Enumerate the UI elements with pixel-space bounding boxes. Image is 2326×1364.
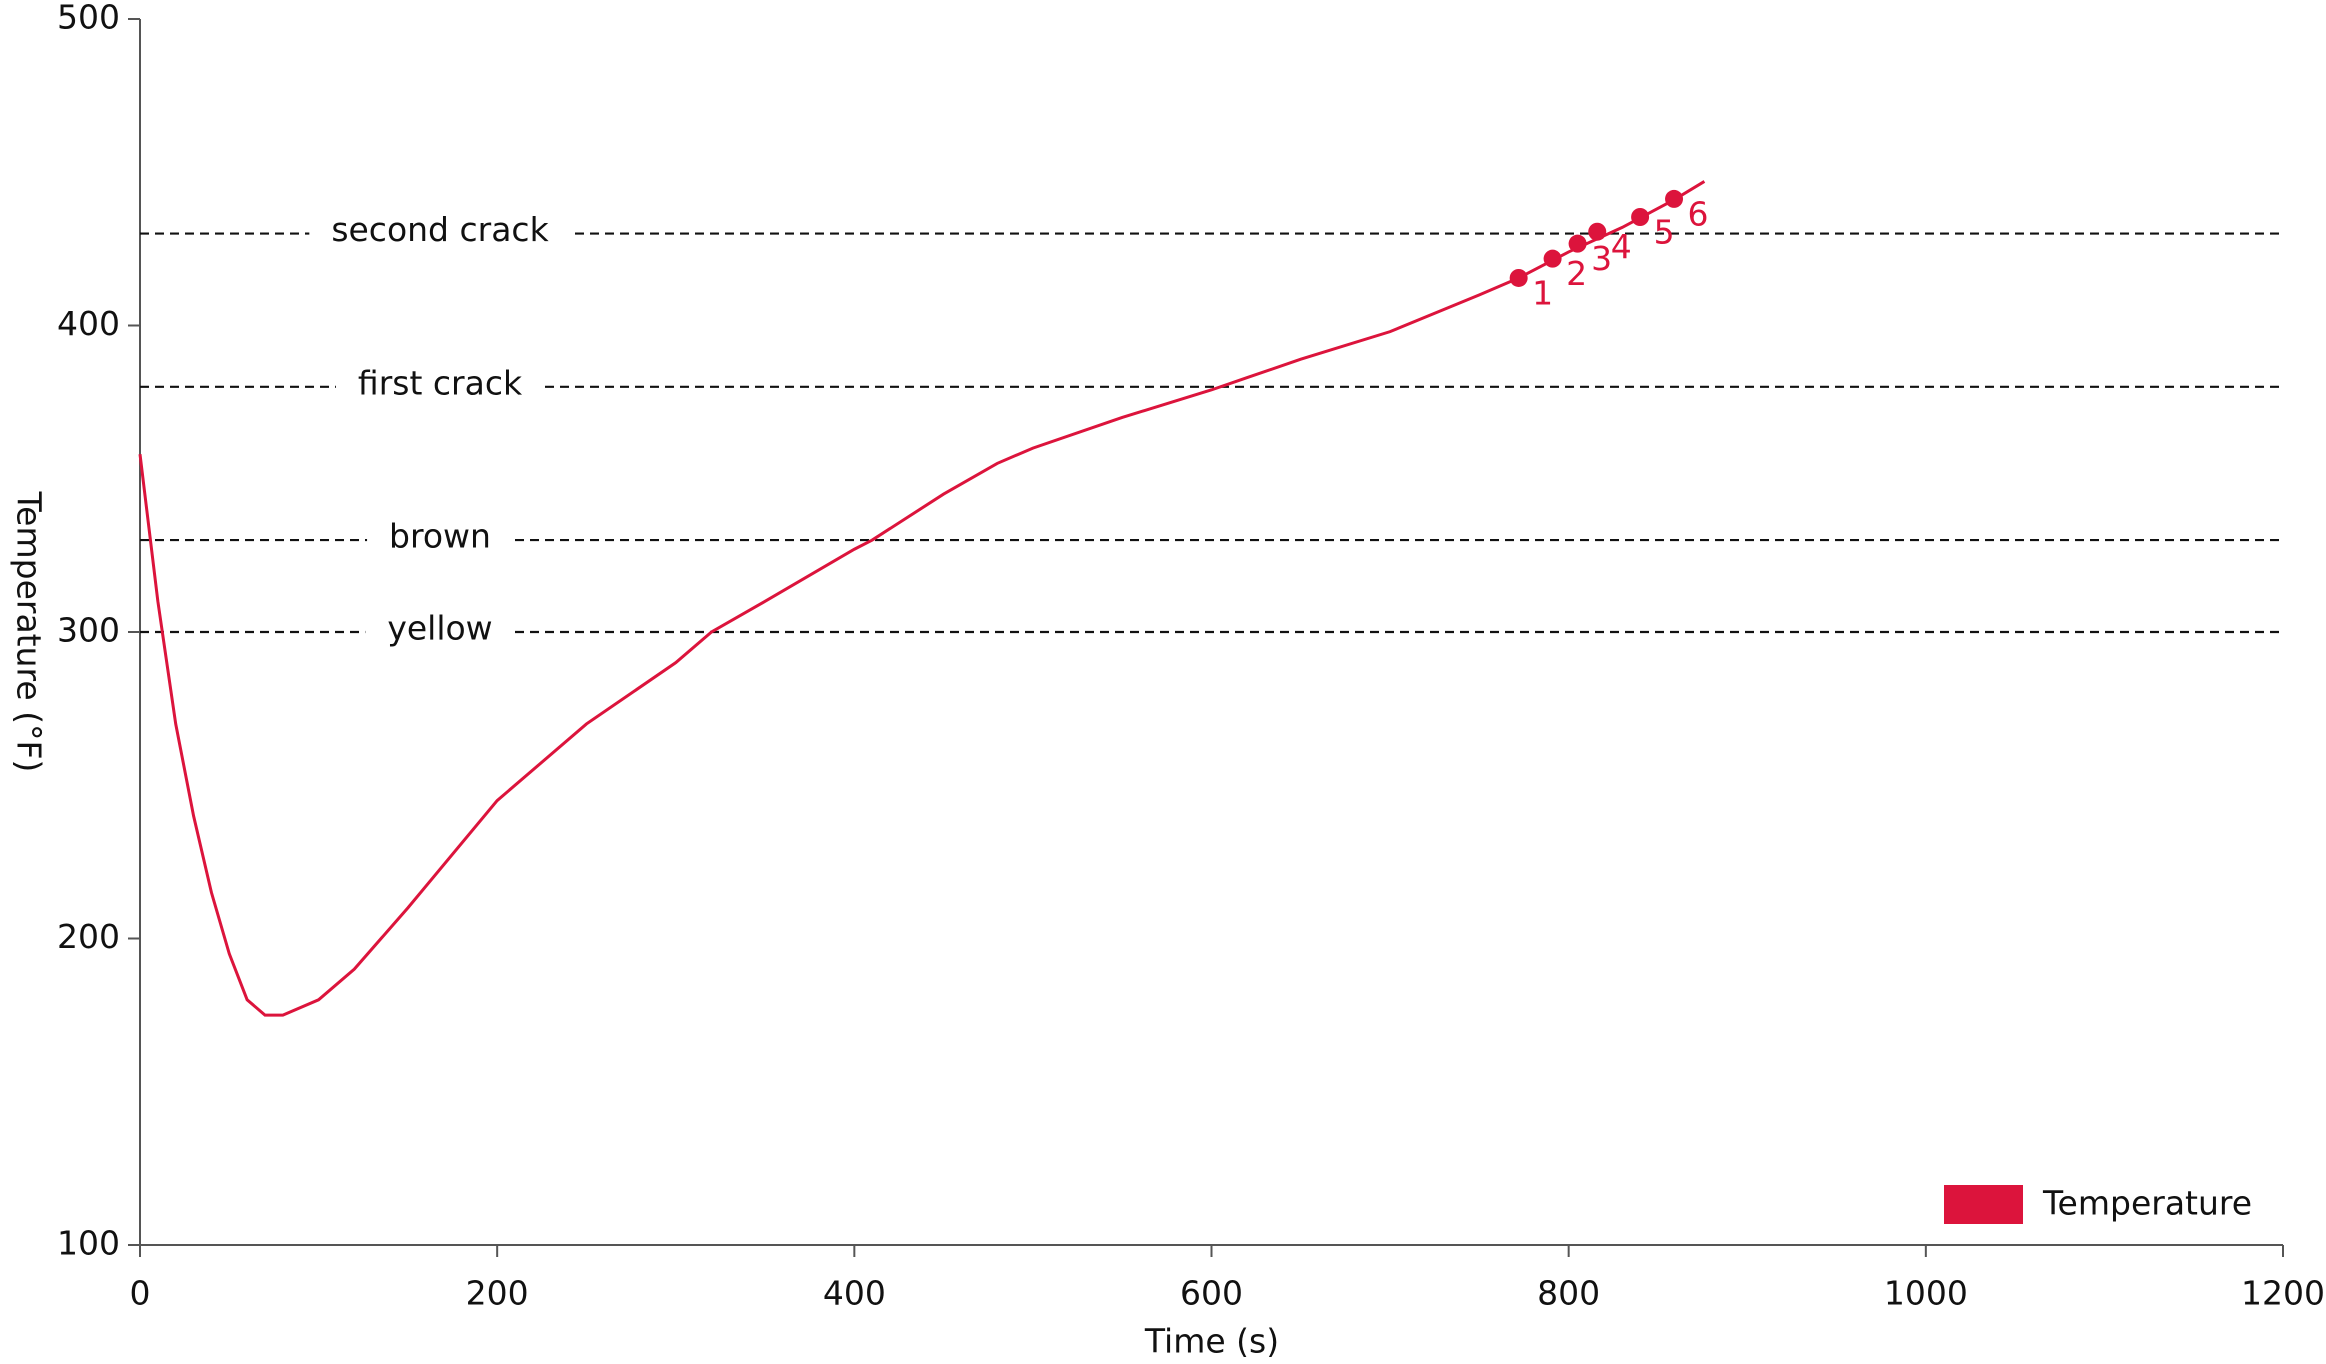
x-tick-label: 0 (130, 1274, 151, 1313)
event-marker (1509, 268, 1528, 287)
x-tick-label: 200 (466, 1274, 529, 1313)
y-tick-label: 500 (57, 0, 120, 37)
event-marker (1543, 249, 1562, 268)
x-tick-label: 1200 (2241, 1274, 2325, 1313)
event-label: 3 (1591, 239, 1612, 278)
label-background (367, 518, 513, 563)
y-tick-label: 100 (57, 1224, 120, 1263)
y-tick-label: 400 (57, 304, 120, 343)
temperature-line (138, 180, 1706, 1017)
event-label: 1 (1532, 273, 1553, 312)
x-tick-label: 800 (1537, 1274, 1600, 1313)
y-axis-label: Temperature (°F) (10, 491, 49, 773)
event-marker (1665, 189, 1684, 208)
y-tick-label: 200 (57, 917, 120, 956)
event-marker (1588, 222, 1607, 241)
label-background (309, 211, 571, 256)
event-marker (1631, 207, 1650, 226)
event-label: 2 (1566, 254, 1587, 293)
reference-label: brown (389, 517, 491, 556)
event-label: 5 (1654, 212, 1675, 251)
reference-label: second crack (331, 210, 549, 249)
event-label: 4 (1611, 227, 1632, 266)
event-marker (1568, 234, 1587, 253)
y-tick-label: 300 (57, 611, 120, 650)
legend-label: Temperature (2042, 1184, 2252, 1223)
reference-label: first crack (358, 363, 523, 402)
reference-label: yellow (387, 609, 492, 648)
label-background (335, 364, 545, 409)
x-axis-label: Time (s) (1144, 1322, 1279, 1361)
event-label: 6 (1688, 194, 1709, 233)
legend-swatch (1944, 1185, 2023, 1224)
x-tick-label: 600 (1180, 1274, 1243, 1313)
label-background (365, 610, 515, 654)
x-tick-label: 1000 (1884, 1274, 1968, 1313)
x-tick-label: 400 (823, 1274, 886, 1313)
